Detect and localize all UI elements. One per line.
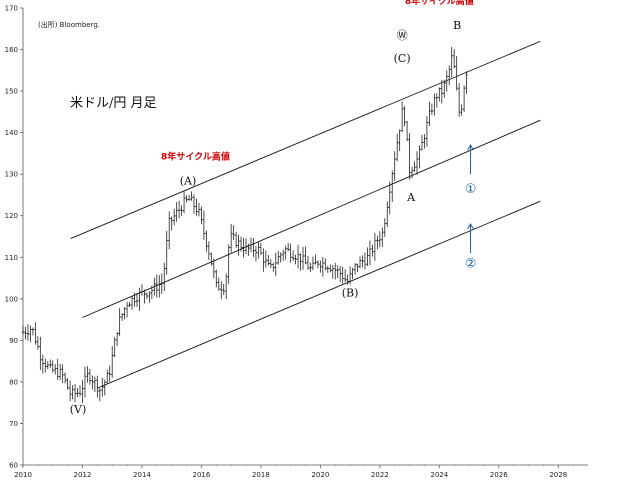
x-tick-label: 2010	[14, 471, 32, 479]
wave-label: Ⓦ	[397, 29, 408, 42]
x-tick-label: 2016	[193, 471, 211, 479]
wave-label: (B)	[342, 287, 359, 300]
y-tick-label: 170	[5, 5, 18, 13]
arrow-head	[467, 144, 474, 151]
x-tick-label: 2014	[133, 471, 151, 479]
wave-label: B	[453, 19, 461, 32]
y-tick-label: 80	[9, 378, 18, 386]
x-tick-label: 2028	[549, 471, 567, 479]
arrow-head	[467, 223, 474, 230]
x-tick-label: 2022	[371, 471, 389, 479]
x-tick-label: 2012	[74, 471, 92, 479]
x-tick-label: 2018	[252, 471, 270, 479]
channel-number-label: ②	[465, 257, 477, 272]
y-tick-label: 150	[5, 88, 18, 96]
wave-label: (V)	[70, 403, 87, 416]
x-tick-label: 2024	[430, 471, 448, 479]
cycle-high-label: 8年サイクル高値	[405, 0, 474, 7]
y-tick-label: 110	[5, 254, 18, 262]
y-tick-label: 160	[5, 46, 18, 54]
cycle-high-label: 8年サイクル高値	[161, 151, 230, 163]
channel-number-label: ①	[465, 182, 477, 197]
x-tick-label: 2026	[490, 471, 508, 479]
y-tick-label: 60	[9, 462, 18, 470]
wave-label: A	[406, 191, 416, 204]
channel-line	[97, 200, 541, 389]
axes: 60 70 80 90 100 110 120 130 140 150 160 170 2010 2012…	[5, 5, 588, 479]
channel-line	[70, 40, 541, 239]
y-tick-label: 130	[5, 171, 18, 179]
trend-channel	[70, 40, 541, 389]
y-tick-label: 100	[5, 295, 18, 303]
y-tick-label: 120	[5, 212, 18, 220]
source-note: (出所) Bloomberg.	[38, 20, 100, 29]
y-tick-label: 70	[9, 420, 18, 428]
channel-line	[82, 119, 541, 318]
annotations: (V) (A) (B) (C) Ⓦ A B 8年サイクル高値 8年サイクル高値 ① ②	[70, 0, 477, 416]
y-tick-label: 140	[5, 129, 18, 137]
price-bars	[21, 46, 468, 403]
wave-label: (A)	[180, 175, 197, 188]
chart-title: 米ドル/円 月足	[70, 96, 157, 111]
y-tick-label: 90	[9, 337, 18, 345]
wave-label: (C)	[394, 52, 411, 65]
x-tick-label: 2020	[311, 471, 329, 479]
